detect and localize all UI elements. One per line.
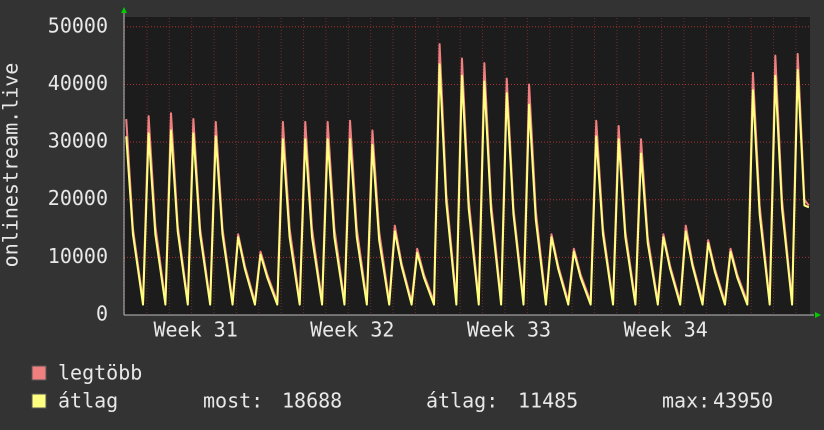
x-tick-label: Week 34 (623, 318, 707, 342)
stat-value: 18688 (282, 389, 342, 413)
plot (124, 26, 810, 316)
y-axis-label: onlinestream.live (0, 63, 23, 268)
y-tick-label: 10000 (48, 244, 108, 268)
legend-label: átlag (58, 389, 118, 413)
y-arrow (121, 7, 127, 13)
legend-swatch (31, 393, 47, 409)
x-tick-label: Week 32 (310, 318, 394, 342)
x-tick-label: Week 33 (467, 318, 551, 342)
series-line (125, 63, 810, 306)
stat-value: 11485 (518, 389, 578, 413)
stat-label: max: (662, 389, 710, 413)
y-tick-label: 20000 (48, 186, 108, 210)
stat-label: átlag: (426, 389, 498, 413)
y-tick-label: 0 (96, 302, 108, 326)
x-tick-label: Week 31 (153, 318, 237, 342)
legend-label: legtöbb (58, 361, 142, 385)
stat-value: 43950 (713, 389, 773, 413)
y-tick-label: 40000 (48, 71, 108, 95)
x-arrow (815, 312, 821, 318)
stat-label: most: (203, 389, 263, 413)
y-tick-label: 50000 (48, 13, 108, 37)
legend-swatch (31, 365, 47, 381)
y-tick-label: 30000 (48, 129, 108, 153)
